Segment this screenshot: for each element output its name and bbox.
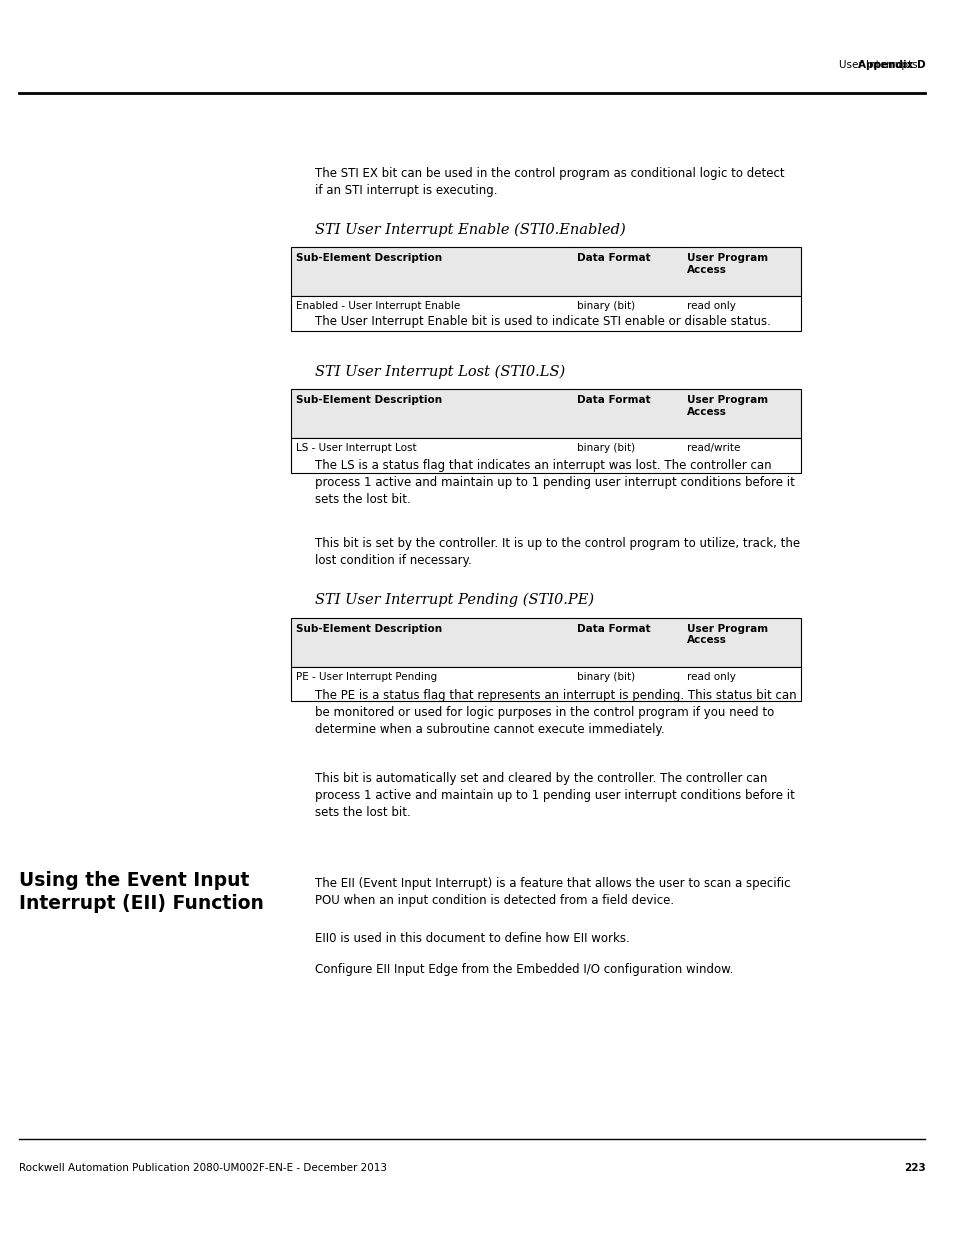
Text: STI User Interrupt Enable (STI0.Enabled): STI User Interrupt Enable (STI0.Enabled) [314, 222, 625, 237]
Text: Data Format: Data Format [577, 253, 650, 263]
Text: Using the Event Input
Interrupt (EII) Function: Using the Event Input Interrupt (EII) Fu… [19, 871, 264, 913]
Text: The User Interrupt Enable bit is used to indicate STI enable or disable status.: The User Interrupt Enable bit is used to… [314, 315, 770, 329]
Text: This bit is set by the controller. It is up to the control program to utilize, t: This bit is set by the controller. It is… [314, 537, 800, 567]
Text: The STI EX bit can be used in the control program as conditional logic to detect: The STI EX bit can be used in the contro… [314, 167, 783, 196]
Text: Sub-Element Description: Sub-Element Description [295, 624, 441, 634]
Text: EII0 is used in this document to define how EII works.: EII0 is used in this document to define … [314, 932, 629, 946]
Text: binary (bit): binary (bit) [577, 301, 635, 311]
Bar [291, 667, 801, 701]
Text: Sub-Element Description: Sub-Element Description [295, 253, 441, 263]
Text: This bit is automatically set and cleared by the controller. The controller can
: This bit is automatically set and cleare… [314, 772, 794, 819]
Text: LS - User Interrupt Lost: LS - User Interrupt Lost [295, 443, 416, 453]
Text: Rockwell Automation Publication 2080-UM002F-EN-E - December 2013: Rockwell Automation Publication 2080-UM0… [19, 1163, 387, 1173]
Text: read only: read only [686, 301, 735, 311]
Text: Appendix D: Appendix D [857, 61, 924, 70]
Text: 223: 223 [902, 1163, 924, 1173]
Text: Enabled - User Interrupt Enable: Enabled - User Interrupt Enable [295, 301, 459, 311]
Text: binary (bit): binary (bit) [577, 672, 635, 682]
Text: read only: read only [686, 672, 735, 682]
Text: The PE is a status flag that represents an interrupt is pending. This status bit: The PE is a status flag that represents … [314, 689, 796, 736]
Text: read/write: read/write [686, 443, 740, 453]
Text: Sub-Element Description: Sub-Element Description [295, 395, 441, 405]
Bar [291, 389, 801, 438]
Text: The LS is a status flag that indicates an interrupt was lost. The controller can: The LS is a status flag that indicates a… [314, 459, 794, 506]
Text: Data Format: Data Format [577, 395, 650, 405]
Text: User Program
Access: User Program Access [686, 395, 767, 416]
Text: PE - User Interrupt Pending: PE - User Interrupt Pending [295, 672, 436, 682]
Text: User Program
Access: User Program Access [686, 253, 767, 274]
Text: Data Format: Data Format [577, 624, 650, 634]
Bar [291, 618, 801, 667]
Text: The EII (Event Input Interrupt) is a feature that allows the user to scan a spec: The EII (Event Input Interrupt) is a fea… [314, 877, 789, 906]
Text: User Program
Access: User Program Access [686, 624, 767, 645]
Text: binary (bit): binary (bit) [577, 443, 635, 453]
Bar [291, 438, 801, 473]
Text: STI User Interrupt Pending (STI0.PE): STI User Interrupt Pending (STI0.PE) [314, 593, 594, 608]
Text: User Interrupts: User Interrupts [838, 61, 920, 70]
Text: STI User Interrupt Lost (STI0.LS): STI User Interrupt Lost (STI0.LS) [314, 364, 564, 379]
Bar [291, 296, 801, 331]
Text: Configure EII Input Edge from the Embedded I/O configuration window.: Configure EII Input Edge from the Embedd… [314, 963, 733, 977]
Bar [291, 247, 801, 296]
